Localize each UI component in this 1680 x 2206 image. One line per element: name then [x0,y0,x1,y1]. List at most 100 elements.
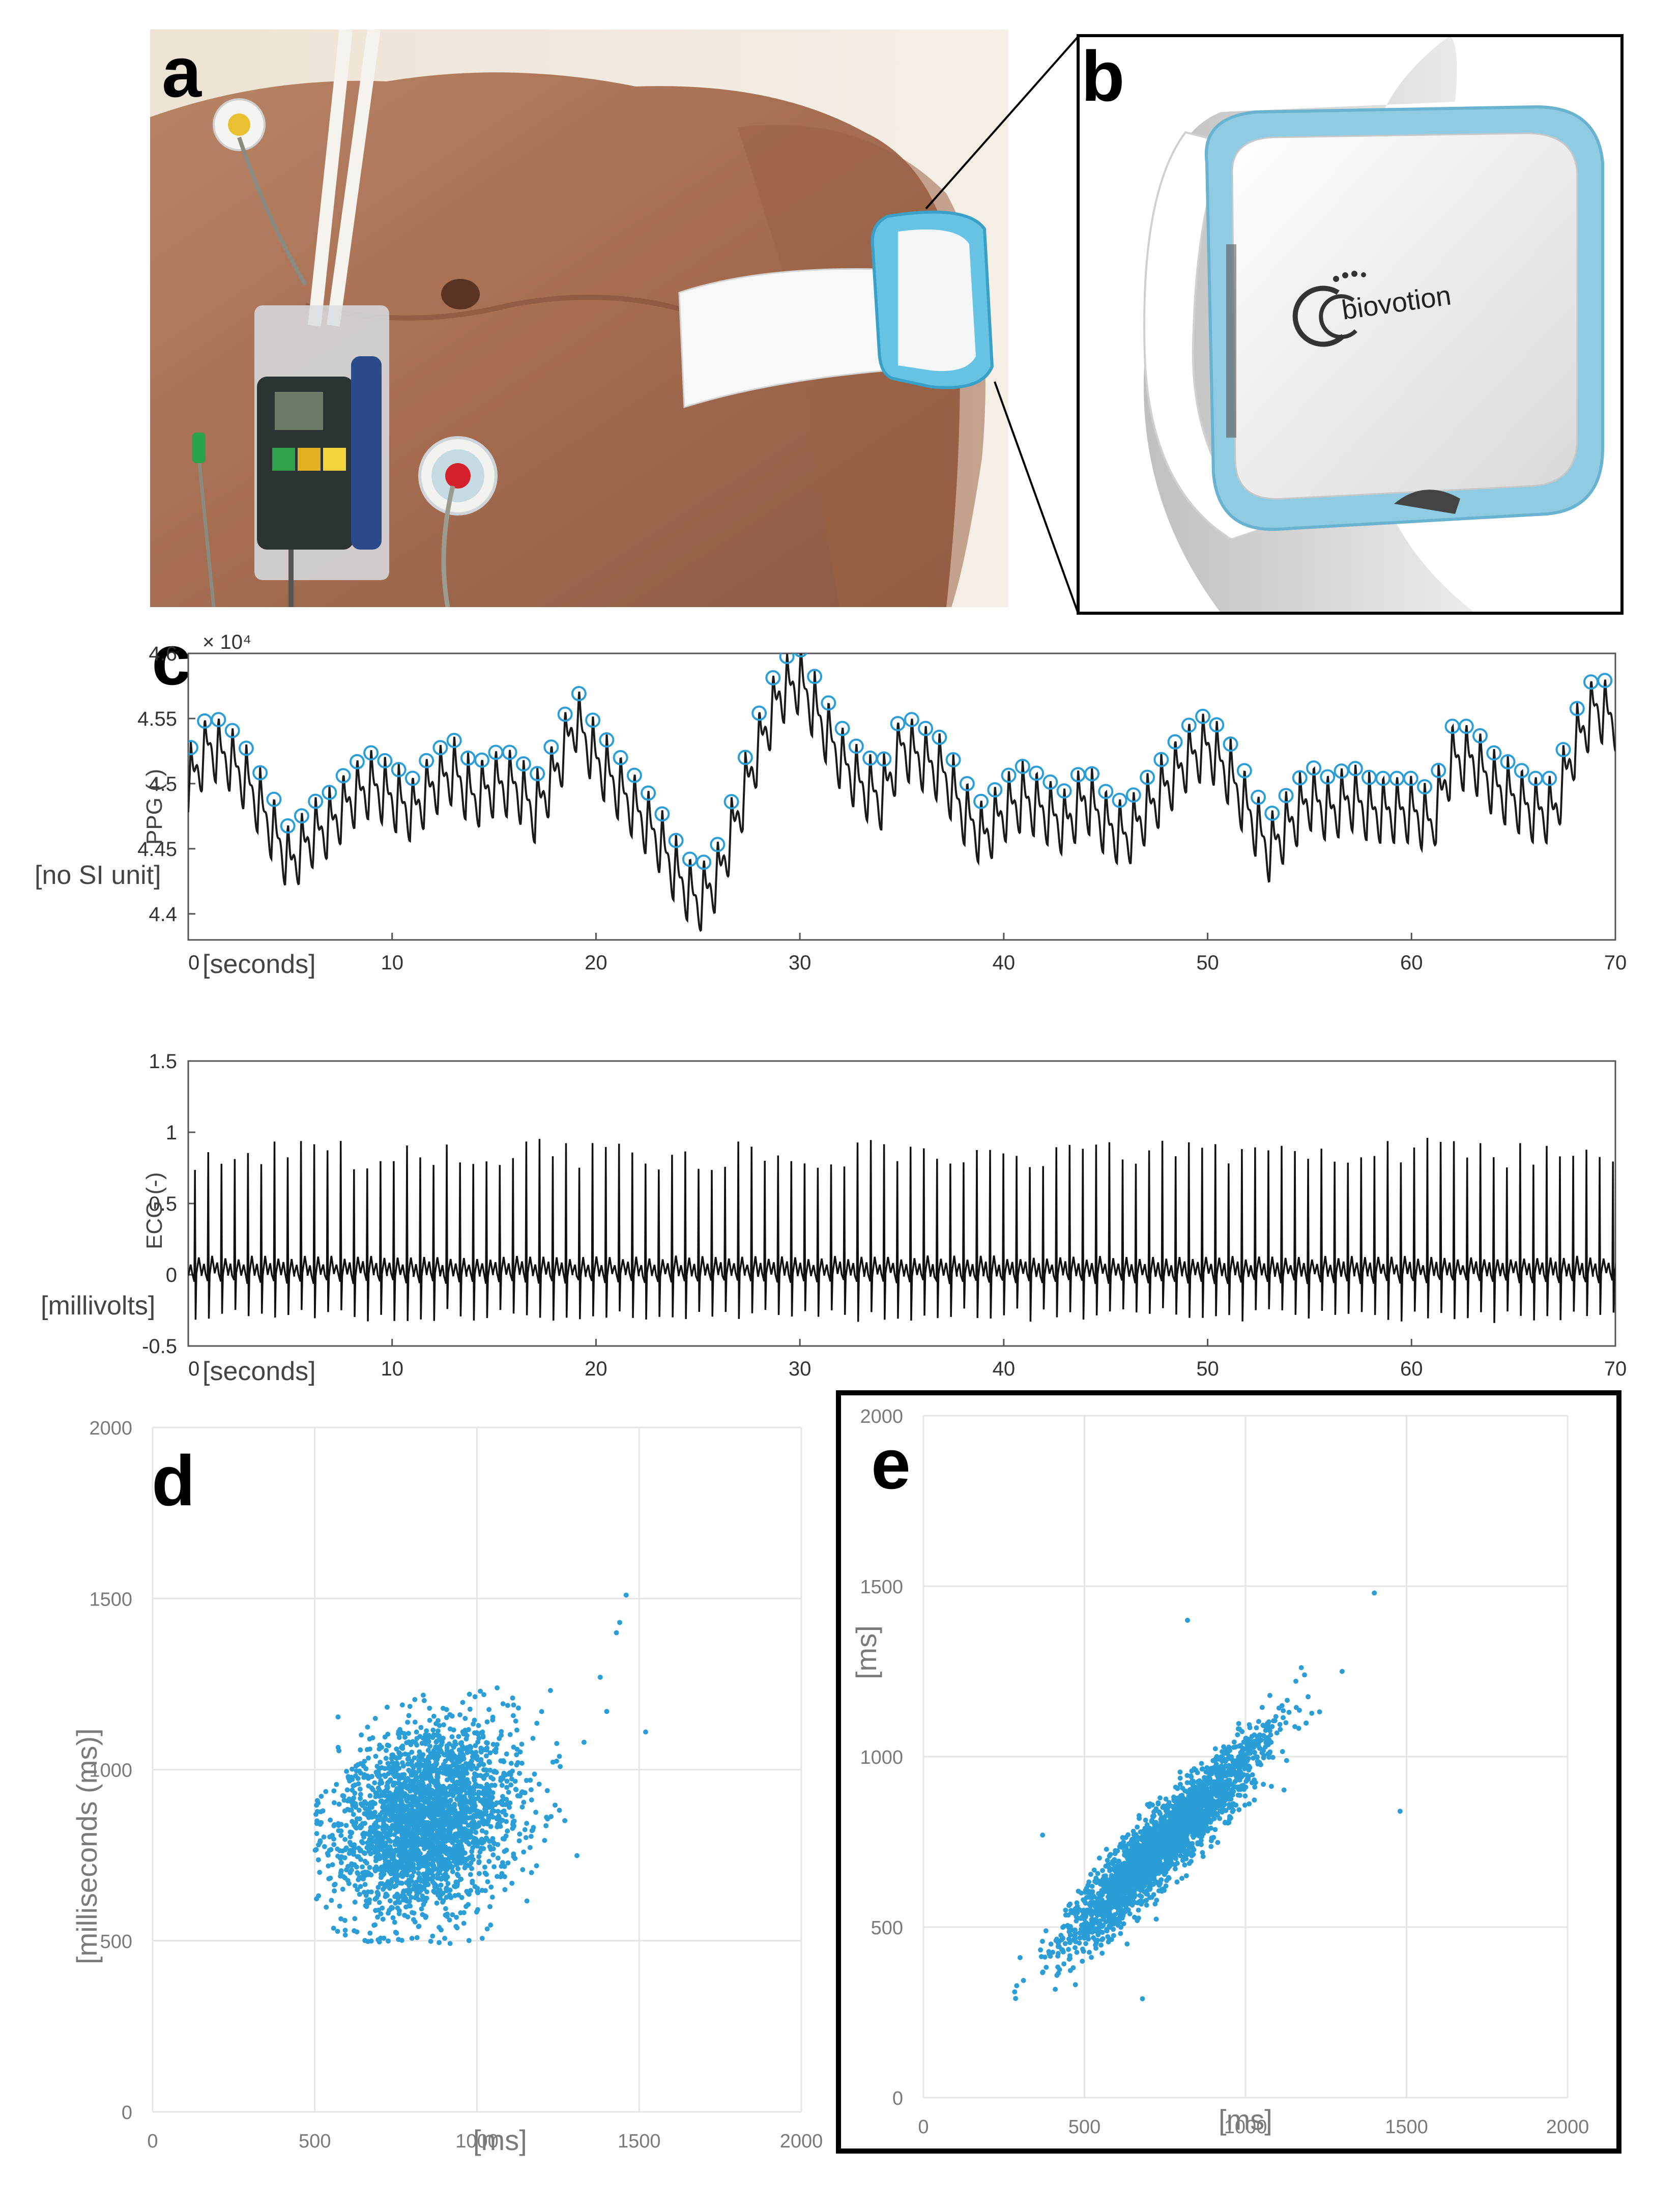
scatter-d-point [402,1734,408,1740]
scatter-d-point [355,1887,360,1893]
scatter-e-point [1174,1860,1180,1866]
scatter-d-point [448,1819,453,1825]
scatter-d-point [411,1917,416,1923]
scatter-d-point [467,1761,473,1766]
ppg-trace [188,653,1615,932]
scatter-e-point [1132,1914,1137,1920]
scatter-e-point [1144,1902,1149,1908]
scatter-e-point [1126,1841,1132,1847]
scatter-d-point [421,1698,427,1703]
ecg-ytick-label: 0.5 [149,1193,177,1215]
scatter-d-point [481,1767,486,1772]
scatter-d-point [499,1783,505,1788]
scatter-d-point [554,1758,559,1764]
ppg-peak-marker [571,686,587,702]
scatter-d-point [325,1851,330,1856]
scatter-d-point [428,1800,433,1806]
scatter-e-point [1076,1888,1081,1894]
scatter-e-point [1136,1907,1141,1913]
scatter-d-point [415,1799,420,1804]
scatter-d-point [381,1821,387,1826]
scatter-d-point [441,1770,446,1775]
ppg-peak-marker [1264,806,1280,821]
scatter-d-point [437,1807,442,1813]
scatter-d-point [331,1800,337,1806]
scatter-e-point [1283,1720,1289,1726]
scatter-d-point [423,1762,428,1767]
ppg-peak-marker [1181,718,1197,733]
scatter-d-point [359,1839,364,1844]
scatter-d-point [415,1852,420,1857]
scatter-d-point [436,1750,441,1756]
scatter-e-point [1250,1772,1255,1778]
scatter-d-point [442,1848,447,1853]
scatter-d-point [324,1904,329,1910]
scatter-e-point [1040,1969,1046,1975]
scatter-d-point [469,1808,474,1813]
scatter-e-point [1223,1763,1228,1769]
panel-a-photo [150,30,1008,607]
scatter-d-point [386,1938,391,1944]
scatter-d-point [458,1843,464,1848]
scatter-d-point [449,1786,454,1792]
scatter-e-point [1193,1767,1199,1773]
scatter-d-point [387,1790,392,1796]
scatter-d-point [435,1871,441,1877]
scatter-e-point [1252,1750,1257,1755]
scatter-d-point [502,1887,508,1893]
scatter-d-point [337,1903,342,1909]
scatter-d-point [483,1807,489,1812]
scatter-d-point [411,1886,416,1892]
scatter-e-point [1309,1710,1315,1716]
scatter-d-point [337,1848,342,1853]
scatter-d-point [515,1705,521,1711]
scatter-d-point [467,1706,473,1712]
scatter-d-point [492,1768,498,1774]
scatter-d-point [408,1769,413,1774]
scatter-e-point [1089,1955,1094,1960]
ppg-peak-marker [737,750,753,765]
scatter-d-point [386,1779,392,1785]
scatter-d-point [476,1723,481,1728]
scatter-d-xtick-label: 1500 [618,2131,661,2152]
scatter-d-point [345,1864,351,1869]
scatter-d-point [483,1830,489,1836]
scatter-d-point [482,1773,488,1779]
scatter-d-point [461,1794,467,1799]
scatter-d-point [469,1750,474,1755]
scatter-d-point [399,1938,404,1943]
scatter-d-point [484,1719,490,1725]
scatter-d-point [444,1715,449,1721]
scatter-e-point [1067,1956,1073,1961]
scatter-e-point [1097,1892,1103,1898]
scatter-e-point [1125,1832,1131,1838]
scatter-e-point [1195,1789,1201,1795]
ppg-peak-marker [1084,766,1100,782]
ppg-peak-marker [1140,769,1155,785]
ppg-peak-marker [349,754,365,769]
scatter-d-point [358,1857,363,1862]
ppg-peak-marker [613,750,628,765]
scatter-e-point [1127,1911,1133,1916]
ppg-peak-marker [585,712,601,728]
scatter-d-point [536,1782,542,1787]
ppg-peak-marker [404,770,420,786]
scatter-d-point [504,1779,510,1784]
scatter-e-point [1091,1935,1096,1940]
scatter-d-point [465,1781,471,1787]
scatter-d-point [383,1817,389,1822]
scatter-d-point [427,1743,432,1749]
ppg-peak-marker [1112,792,1127,808]
scatter-d-point [335,1714,341,1720]
scatter-e-point [1230,1787,1235,1792]
scatter-d-point [469,1849,475,1854]
scatter-d-point [430,1933,436,1939]
scatter-e-point [1095,1871,1100,1876]
scatter-d-point [407,1851,413,1856]
ecg-xtick-label: 50 [1196,1358,1219,1380]
ppg-peak-marker [959,776,975,792]
scatter-d-point [399,1870,404,1876]
scatter-d-point [317,1821,323,1827]
scatter-d-point [366,1755,371,1761]
scatter-d-point [399,1849,404,1855]
